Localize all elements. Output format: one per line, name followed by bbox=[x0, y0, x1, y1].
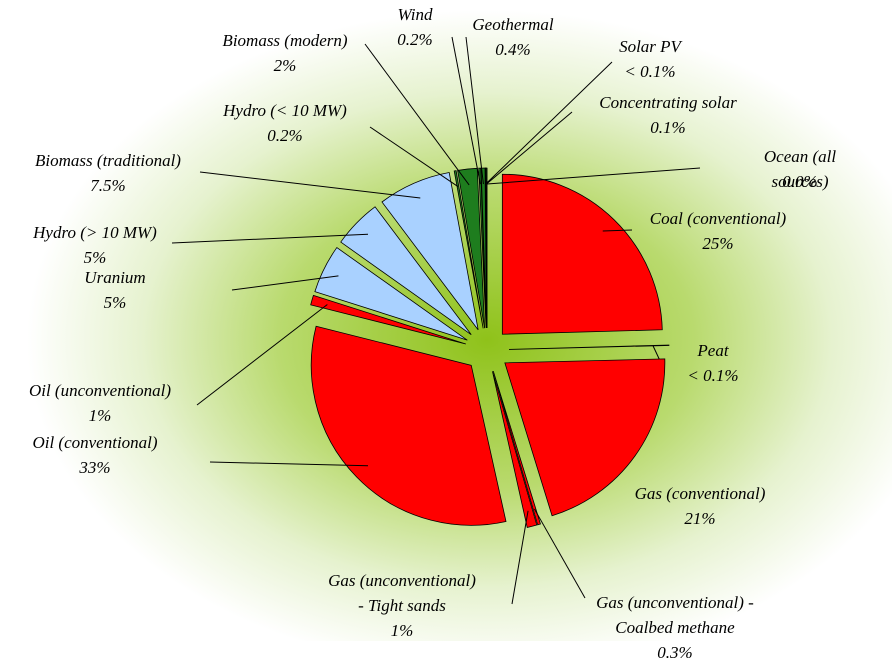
slice-value-label: 33% bbox=[79, 458, 111, 477]
slice-value-label: 0.2% bbox=[397, 30, 433, 49]
slice-value-label: < 0.1% bbox=[687, 366, 739, 385]
slice-label: Gas (conventional) bbox=[634, 484, 766, 503]
slice-value-label: 5% bbox=[83, 248, 107, 267]
slice-label: Peat bbox=[697, 341, 729, 360]
leader-line bbox=[486, 167, 701, 185]
slice-label: Hydro (> 10 MW) bbox=[33, 223, 157, 242]
slice-label: Solar PV bbox=[619, 37, 681, 56]
pie-slice bbox=[492, 370, 541, 526]
slice-label: Biomass (modern) bbox=[222, 31, 348, 50]
slice-value-label: 2% bbox=[273, 56, 297, 75]
leader-line bbox=[369, 126, 459, 187]
pie-slice bbox=[504, 358, 666, 517]
slice-label: Uranium bbox=[84, 268, 146, 287]
leader-line bbox=[231, 275, 339, 291]
pie-slice bbox=[314, 247, 468, 341]
leader-line bbox=[196, 304, 328, 406]
leader-line bbox=[534, 508, 586, 599]
pie-slice bbox=[492, 371, 538, 528]
leader-line bbox=[199, 171, 421, 199]
slice-label: Gas (unconventional) - Tight sands bbox=[328, 571, 476, 615]
leader-line bbox=[602, 229, 633, 232]
slice-label: Hydro (< 10 MW) bbox=[223, 101, 347, 120]
slice-label: Biomass (traditional) bbox=[35, 151, 181, 170]
leader-line bbox=[364, 43, 470, 186]
slice-value-label: 25% bbox=[702, 234, 734, 253]
leader-line bbox=[485, 61, 613, 185]
pie-slice bbox=[478, 167, 487, 329]
background bbox=[0, 0, 892, 641]
slice-value-label: 0.0% bbox=[782, 172, 818, 191]
slice-value-label: < 0.1% bbox=[624, 62, 676, 81]
slice-value-label: 5% bbox=[103, 293, 127, 312]
slice-label: Geothermal bbox=[472, 15, 554, 34]
slice-label: Coal (conventional) bbox=[649, 209, 787, 228]
slice-value-label: 21% bbox=[684, 509, 716, 528]
pie-slice bbox=[453, 170, 484, 329]
pie-slice bbox=[501, 173, 663, 335]
pie-slice bbox=[310, 325, 507, 526]
slice-label: Oil (unconventional) bbox=[28, 381, 172, 400]
pie-slice bbox=[381, 172, 479, 331]
leader-line bbox=[465, 36, 484, 185]
slice-label: Oil (conventional) bbox=[32, 433, 158, 452]
leader-line bbox=[209, 461, 369, 467]
pie-slice bbox=[340, 206, 472, 335]
leader-line bbox=[486, 111, 573, 185]
slice-value-label: 0.1% bbox=[650, 118, 686, 137]
leader-line bbox=[171, 233, 369, 244]
slice-value-label: 0.2% bbox=[267, 126, 303, 145]
slice-value-label: 1% bbox=[390, 621, 414, 640]
leader-line bbox=[451, 36, 481, 185]
leader-line bbox=[511, 510, 529, 605]
slice-label: Gas (unconventional) - Coalbed methane bbox=[596, 593, 754, 637]
slice-label: Ocean (all sources) bbox=[763, 147, 837, 191]
pie-slice bbox=[310, 294, 466, 345]
slice-value-label: 0.4% bbox=[495, 40, 531, 59]
slice-label: Concentrating solar bbox=[599, 93, 737, 112]
slice-value-label: 0.3% bbox=[657, 643, 693, 662]
slice-label: Wind bbox=[397, 5, 433, 24]
slice-value-label: 1% bbox=[88, 406, 112, 425]
slice-value-label: 7.5% bbox=[90, 176, 126, 195]
pie-slice bbox=[508, 344, 670, 350]
chart bbox=[171, 36, 701, 605]
